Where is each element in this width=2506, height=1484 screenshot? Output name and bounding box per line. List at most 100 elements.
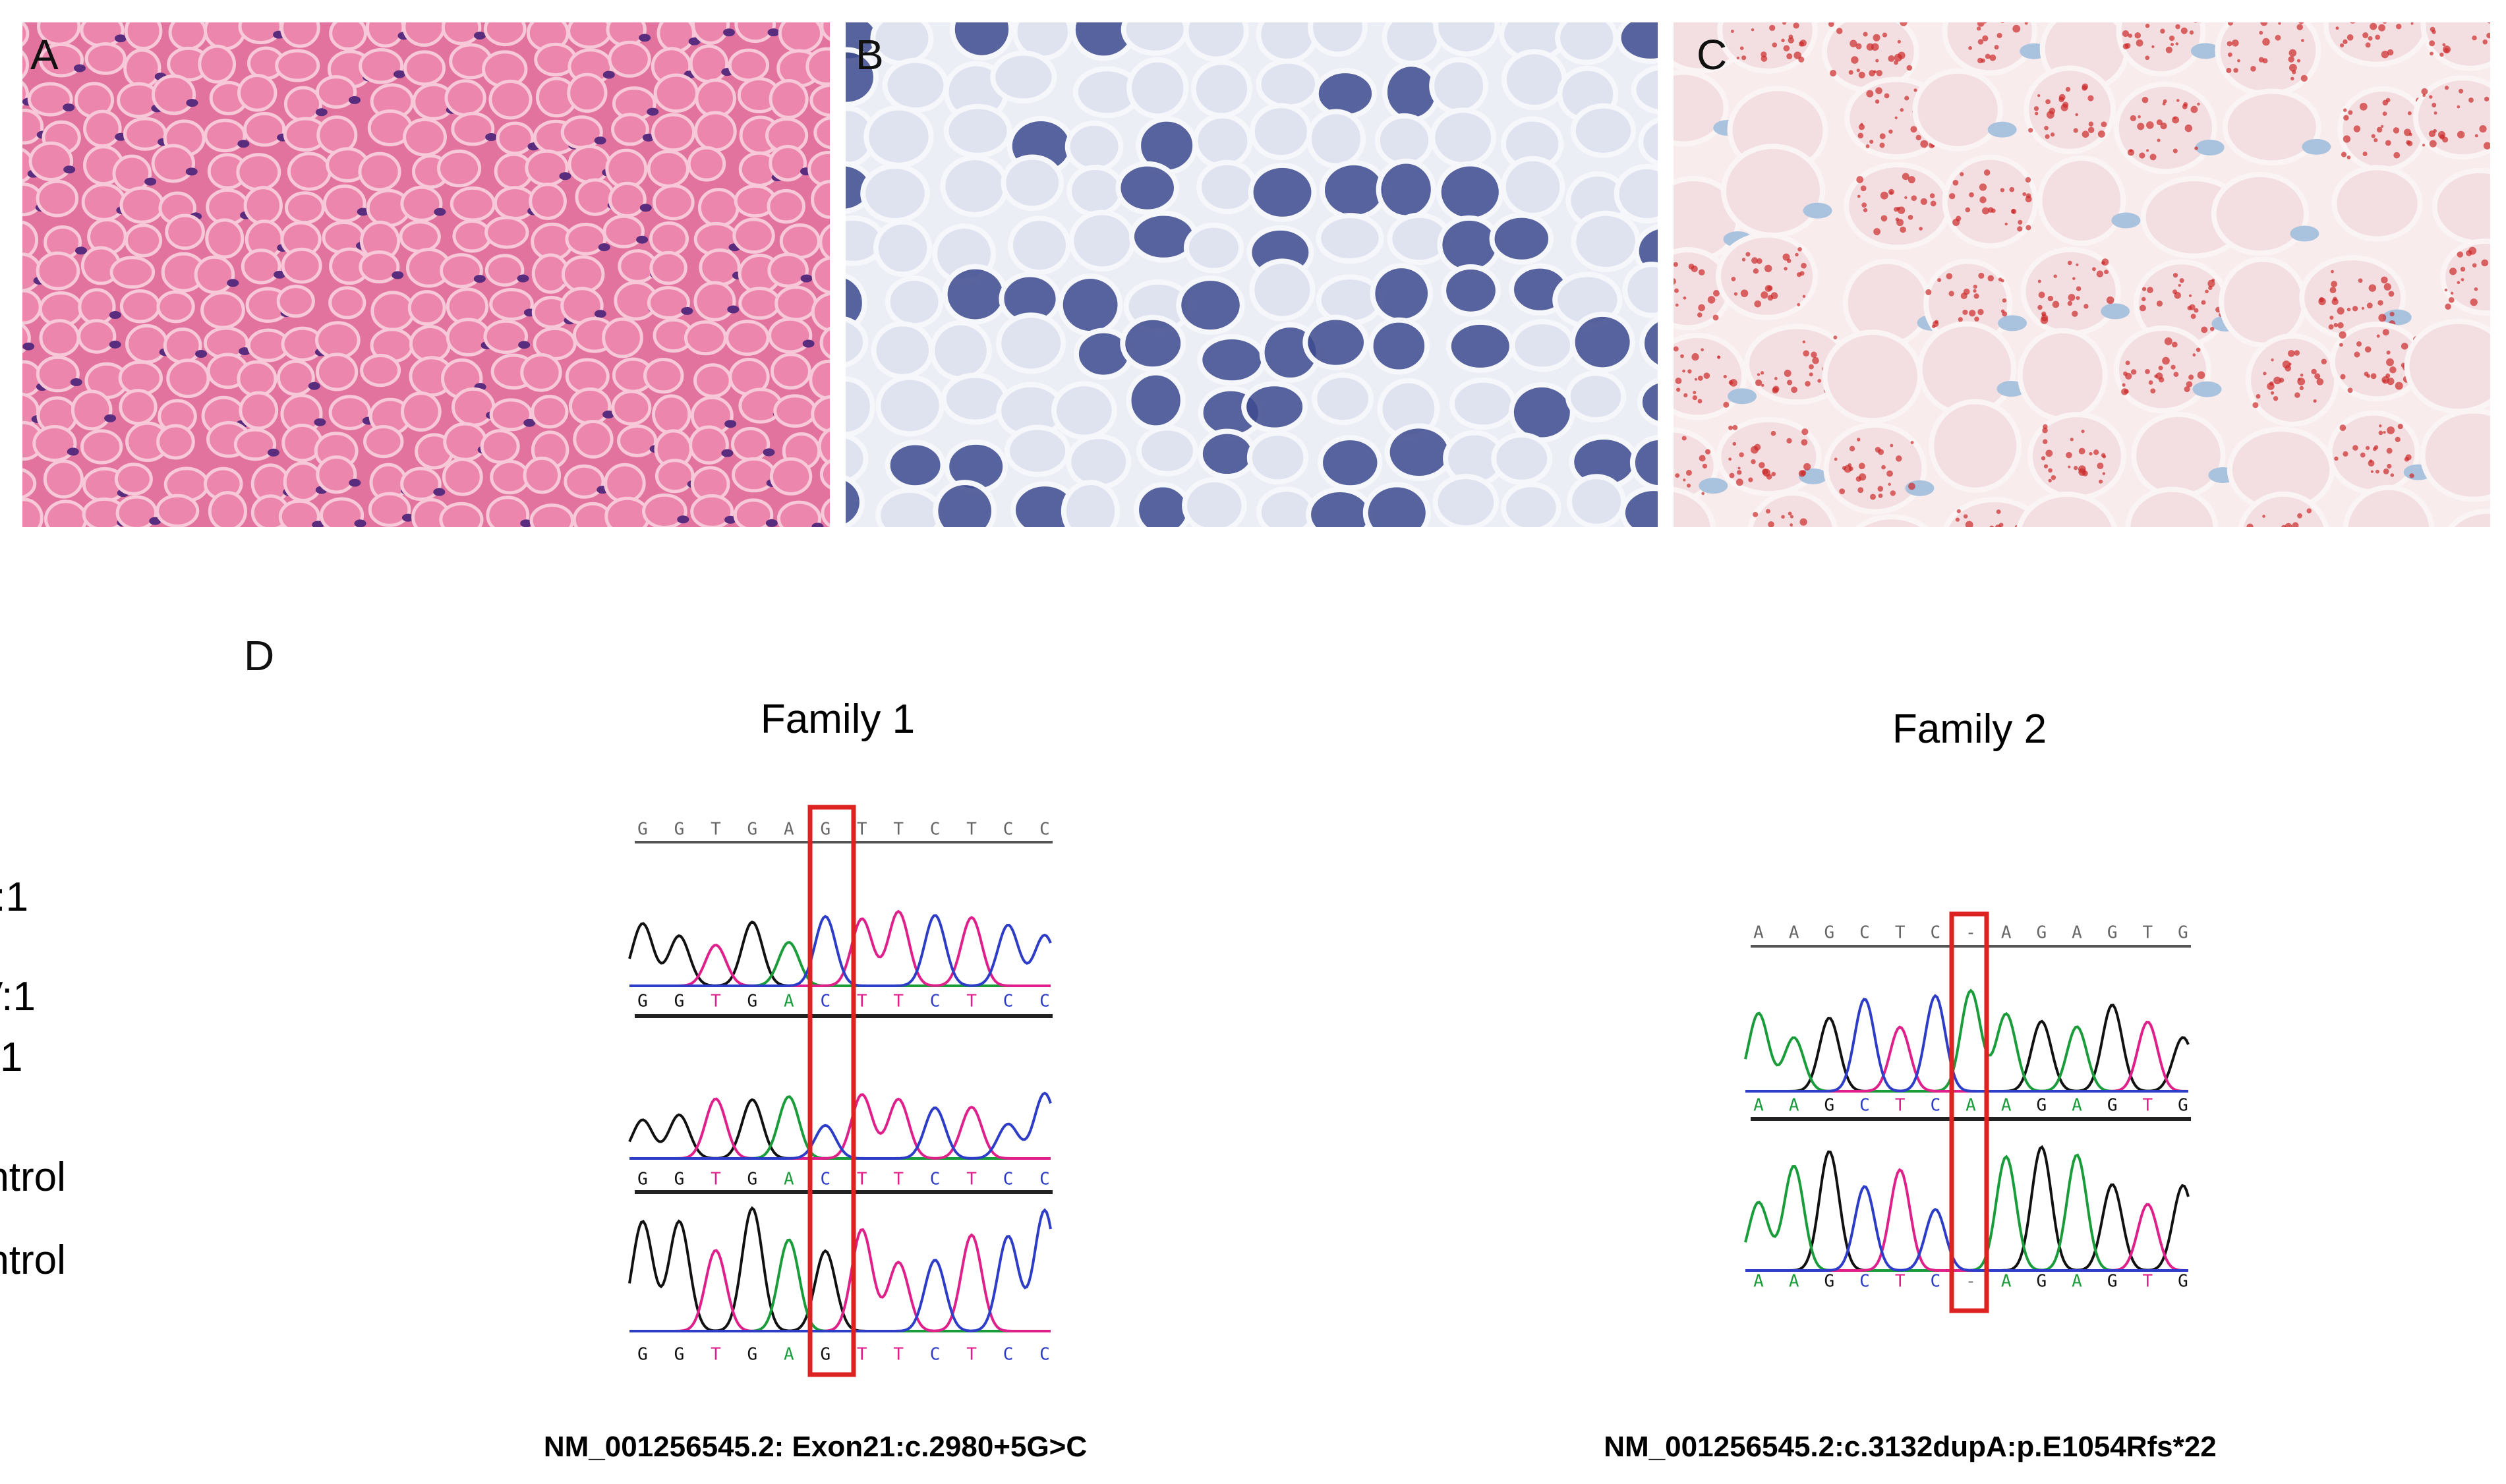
lipid-droplet	[2410, 5, 2415, 11]
lipid-droplet	[2263, 372, 2267, 376]
lipid-droplet	[1857, 132, 1864, 139]
nucleus	[114, 34, 127, 43]
lipid-droplet	[2233, 68, 2238, 73]
lipid-droplet	[2300, 74, 2308, 82]
lipid-droplet	[2237, 59, 2240, 63]
nucleus	[349, 478, 361, 487]
lipid-droplet	[2073, 128, 2078, 133]
lipid-droplet	[2362, 13, 2368, 20]
fiber	[1190, 59, 1253, 119]
lipid-droplet	[1703, 372, 1710, 380]
lipid-droplet	[1888, 55, 1895, 62]
lipid-droplet	[1822, 536, 1826, 539]
called-base: G	[747, 1170, 758, 1189]
lipid-droplet	[2450, 291, 2454, 295]
lipid-droplet	[2196, 347, 2201, 353]
lipid-droplet	[1820, 557, 1824, 561]
lipid-droplet	[2401, 343, 2408, 350]
lipid-droplet	[1698, 304, 1705, 312]
fiber	[1197, 333, 1267, 386]
lipid-droplet	[2382, 329, 2389, 336]
lipid-droplet	[2385, 140, 2391, 146]
lipid-droplet	[2088, 121, 2094, 127]
lipid-droplet	[1737, 470, 1742, 475]
lipid-droplet	[1731, 276, 1736, 281]
lipid-droplet	[2486, 32, 2490, 39]
fiber	[606, 22, 647, 47]
fiber	[846, 47, 879, 107]
lipid-droplet	[2442, 136, 2449, 143]
nucleus	[677, 515, 689, 524]
fiber	[1384, 423, 1453, 482]
lipid-droplet	[1674, 278, 1676, 285]
lipid-droplet	[2037, 279, 2041, 283]
lipid-droplet	[2466, 250, 2472, 256]
fiber	[238, 22, 283, 45]
lipid-droplet	[2208, 285, 2213, 291]
fiber	[1197, 428, 1257, 480]
lipid-droplet	[2294, 350, 2300, 356]
fiber	[1362, 482, 1431, 527]
nucleus	[2192, 381, 2222, 397]
lipid-droplet	[1745, 252, 1751, 257]
lipid-droplet	[1962, 309, 1968, 315]
nucleus	[73, 64, 86, 72]
lipid-droplet	[1797, 246, 1802, 252]
lipid-droplet	[2251, 536, 2258, 543]
fiber	[567, 22, 612, 49]
lipid-droplet	[1977, 4, 1982, 9]
lipid-droplet	[2303, 540, 2306, 543]
fiber	[651, 394, 691, 435]
lipid-droplet	[2150, 388, 2156, 394]
lipid-droplet	[2102, 472, 2106, 475]
lipid-droplet	[2020, 559, 2024, 564]
lipid-droplet	[2029, 552, 2033, 556]
lipid-droplet	[1795, 252, 1799, 257]
lipid-droplet	[2340, 374, 2346, 380]
nucleus	[688, 37, 701, 45]
lipid-droplet	[2089, 451, 2093, 456]
reference-base: A	[1789, 923, 1799, 943]
lipid-droplet	[1886, 470, 1893, 477]
fiber	[2246, 333, 2340, 427]
lipid-droplet	[2160, 123, 2167, 130]
lipid-droplet	[2163, 99, 2167, 103]
lipid-droplet	[2186, 381, 2193, 387]
lipid-droplet	[2102, 455, 2107, 459]
fiber	[483, 22, 527, 47]
lipid-droplet	[2178, 283, 2181, 287]
lipid-droplet	[2430, 51, 2433, 56]
lipid-droplet	[1772, 546, 1775, 550]
lipid-droplet	[1873, 228, 1881, 235]
lipid-droplet	[2457, 546, 2460, 548]
lipid-droplet	[2075, 113, 2078, 117]
lipid-droplet	[2037, 94, 2041, 98]
lipid-droplet	[1751, 28, 1755, 32]
lipid-droplet	[1879, 133, 1886, 140]
fiber	[1313, 68, 1378, 119]
lipid-droplet	[1768, 521, 1774, 527]
lipid-droplet	[2329, 287, 2337, 294]
reference-base: -	[1966, 923, 1976, 943]
lipid-droplet	[2493, 279, 2497, 283]
lipid-droplet	[1976, 554, 1980, 558]
lipid-droplet	[1828, 556, 1834, 561]
lipid-droplet	[2301, 39, 2304, 42]
fiber	[437, 149, 482, 188]
called-base: G	[637, 1345, 648, 1365]
lipid-droplet	[2481, 259, 2489, 267]
fiber	[194, 255, 235, 295]
fiber	[83, 109, 122, 148]
lipid-droplet	[1788, 511, 1792, 516]
lipid-droplet	[1900, 108, 1904, 112]
lipid-droplet	[2087, 127, 2095, 133]
lipid-droplet	[1743, 7, 1750, 14]
lipid-droplet	[2381, 50, 2389, 59]
lipid-droplet	[2270, 391, 2275, 395]
lipid-droplet	[1858, 71, 1865, 78]
lipid-droplet	[1968, 46, 1972, 50]
lipid-droplet	[1740, 289, 1749, 297]
lipid-droplet	[1765, 509, 1771, 514]
lipid-droplet	[2076, 296, 2080, 300]
lipid-droplet	[1958, 532, 1963, 537]
